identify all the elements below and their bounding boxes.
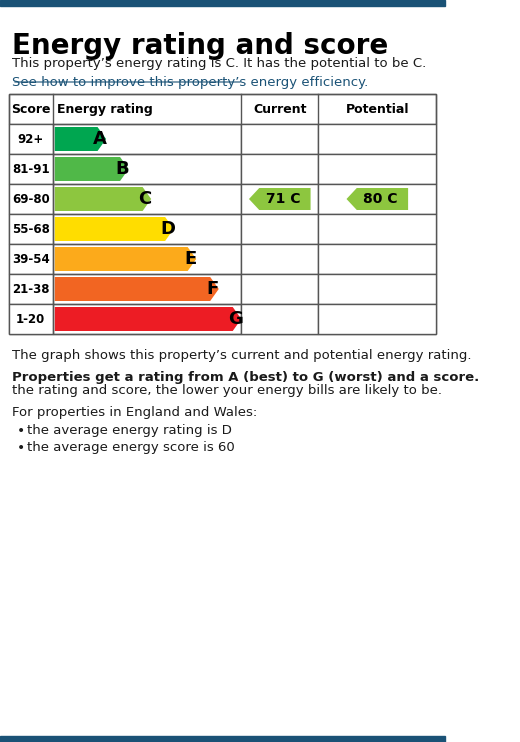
Polygon shape [55,277,219,301]
Polygon shape [55,217,174,241]
Text: 39-54: 39-54 [12,252,50,266]
Bar [8,94,436,334]
Text: Energy rating: Energy rating [57,102,153,116]
Text: See how to improve this property’s energy efficiency.: See how to improve this property’s energ… [12,76,368,89]
Text: Potential: Potential [346,102,409,116]
Text: 71 C: 71 C [266,192,301,206]
Polygon shape [55,307,241,331]
Text: B: B [116,160,129,178]
Text: Current: Current [253,102,306,116]
Bar [318,184,436,214]
Polygon shape [249,188,310,210]
Bar [53,184,241,214]
Text: •: • [17,441,25,455]
Text: F: F [206,280,219,298]
Bar [318,304,436,334]
Bar [318,244,436,274]
Text: 55-68: 55-68 [12,223,50,235]
Bar [318,154,436,184]
Bar [53,214,241,244]
Bar [241,124,318,154]
Text: 81-91: 81-91 [12,162,49,176]
Text: the average energy score is 60: the average energy score is 60 [28,441,235,454]
Text: 1-20: 1-20 [16,312,45,326]
Text: Energy rating and score: Energy rating and score [12,32,388,60]
Text: 80 C: 80 C [363,192,398,206]
Text: D: D [160,220,175,238]
Bar [8,94,436,124]
Polygon shape [346,188,408,210]
Bar [8,184,53,214]
Bar [318,214,436,244]
Polygon shape [55,127,106,151]
Text: •: • [17,424,25,438]
Bar [318,124,436,154]
Bar [241,214,318,244]
Bar [53,244,241,274]
Text: the average energy rating is D: the average energy rating is D [28,424,232,437]
Text: 21-38: 21-38 [12,283,49,295]
Polygon shape [55,247,196,271]
Text: E: E [184,250,197,268]
Bar [241,154,318,184]
Text: For properties in England and Wales:: For properties in England and Wales: [12,406,257,419]
Bar [8,124,53,154]
Bar [0,736,445,742]
Text: 69-80: 69-80 [12,192,50,206]
Text: 92+: 92+ [18,133,44,145]
Bar [8,274,53,304]
Polygon shape [55,187,151,211]
Text: This property’s energy rating is C. It has the potential to be C.: This property’s energy rating is C. It h… [12,57,426,70]
Bar [8,214,53,244]
Text: the rating and score, the lower your energy bills are likely to be.: the rating and score, the lower your ene… [12,384,442,397]
Bar [53,124,241,154]
Bar [53,274,241,304]
Bar [241,274,318,304]
Text: C: C [138,190,152,208]
Bar [241,184,318,214]
Text: G: G [228,310,243,328]
Text: Score: Score [11,102,50,116]
Bar [241,304,318,334]
Bar [53,154,241,184]
Bar [8,154,53,184]
Bar [241,244,318,274]
Text: The graph shows this property’s current and potential energy rating.: The graph shows this property’s current … [12,349,472,362]
Bar [0,0,445,6]
Bar [8,244,53,274]
Bar [8,304,53,334]
Polygon shape [55,157,128,181]
Bar [53,304,241,334]
Bar [318,274,436,304]
Text: Properties get a rating from A (best) to G (worst) and a score.: Properties get a rating from A (best) to… [12,371,479,384]
Text: A: A [93,130,107,148]
